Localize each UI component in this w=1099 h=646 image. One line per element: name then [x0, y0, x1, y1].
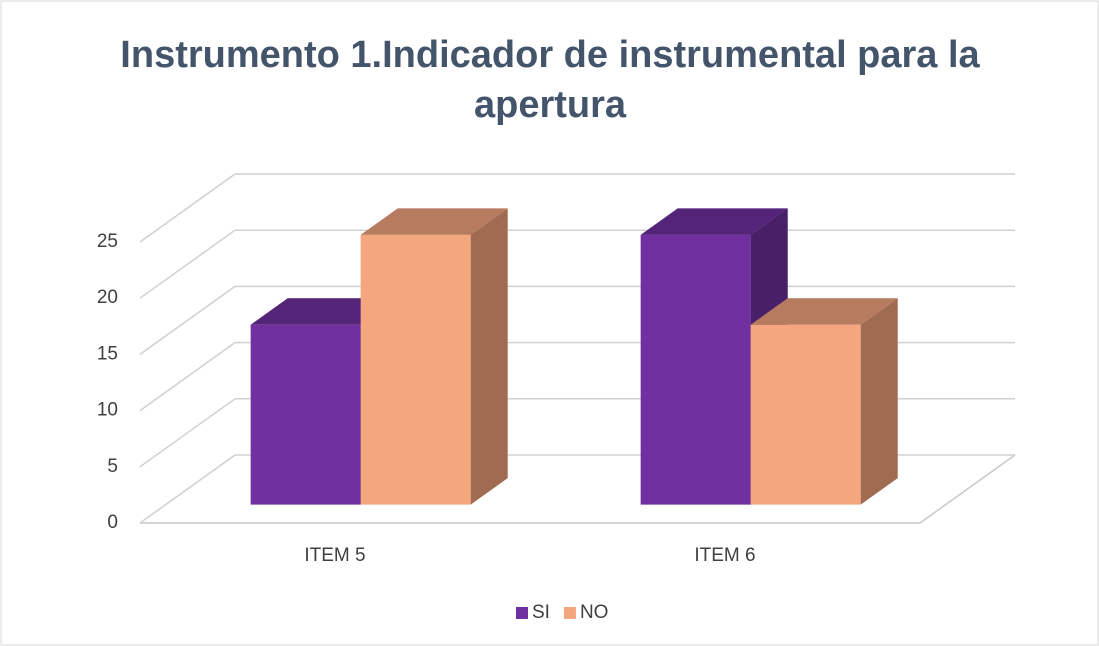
bar-top: [750, 298, 898, 325]
grid-line: [139, 341, 236, 412]
bar-shade: [750, 298, 898, 325]
y-tick-label: 20: [97, 287, 118, 308]
bar-top: [640, 208, 788, 235]
legend-label: SI: [532, 602, 550, 623]
bar: [250, 324, 361, 505]
bar-shade: [640, 208, 788, 235]
bar: [640, 234, 751, 505]
y-tick-label: 5: [107, 456, 118, 477]
bar-shade: [470, 208, 508, 505]
grid-line: [139, 173, 236, 243]
y-tick-label: 10: [97, 400, 118, 421]
grid-line: [139, 454, 236, 524]
legend-label: NO: [580, 602, 609, 623]
x-tick-label: ITEM 6: [694, 545, 755, 566]
grid-line: [139, 285, 236, 356]
bar-shade: [860, 298, 898, 505]
y-tick-label: 25: [97, 231, 118, 252]
legend-swatch: [516, 607, 528, 619]
grid-line: [139, 229, 236, 299]
y-tick-label: 15: [97, 343, 118, 364]
grid-line: [139, 398, 236, 468]
bar-side: [860, 298, 898, 505]
bar-shade: [360, 208, 508, 235]
bar: [360, 234, 471, 505]
bar: [750, 324, 861, 505]
bar-top: [360, 208, 508, 235]
chart-title: Instrumento 1.Indicador de instrumental …: [120, 34, 980, 126]
x-tick-label: ITEM 5: [304, 545, 365, 566]
floor-edge: [919, 454, 1016, 524]
bar-side: [470, 208, 508, 505]
legend-swatch: [563, 607, 576, 619]
y-tick-label: 0: [107, 512, 118, 533]
